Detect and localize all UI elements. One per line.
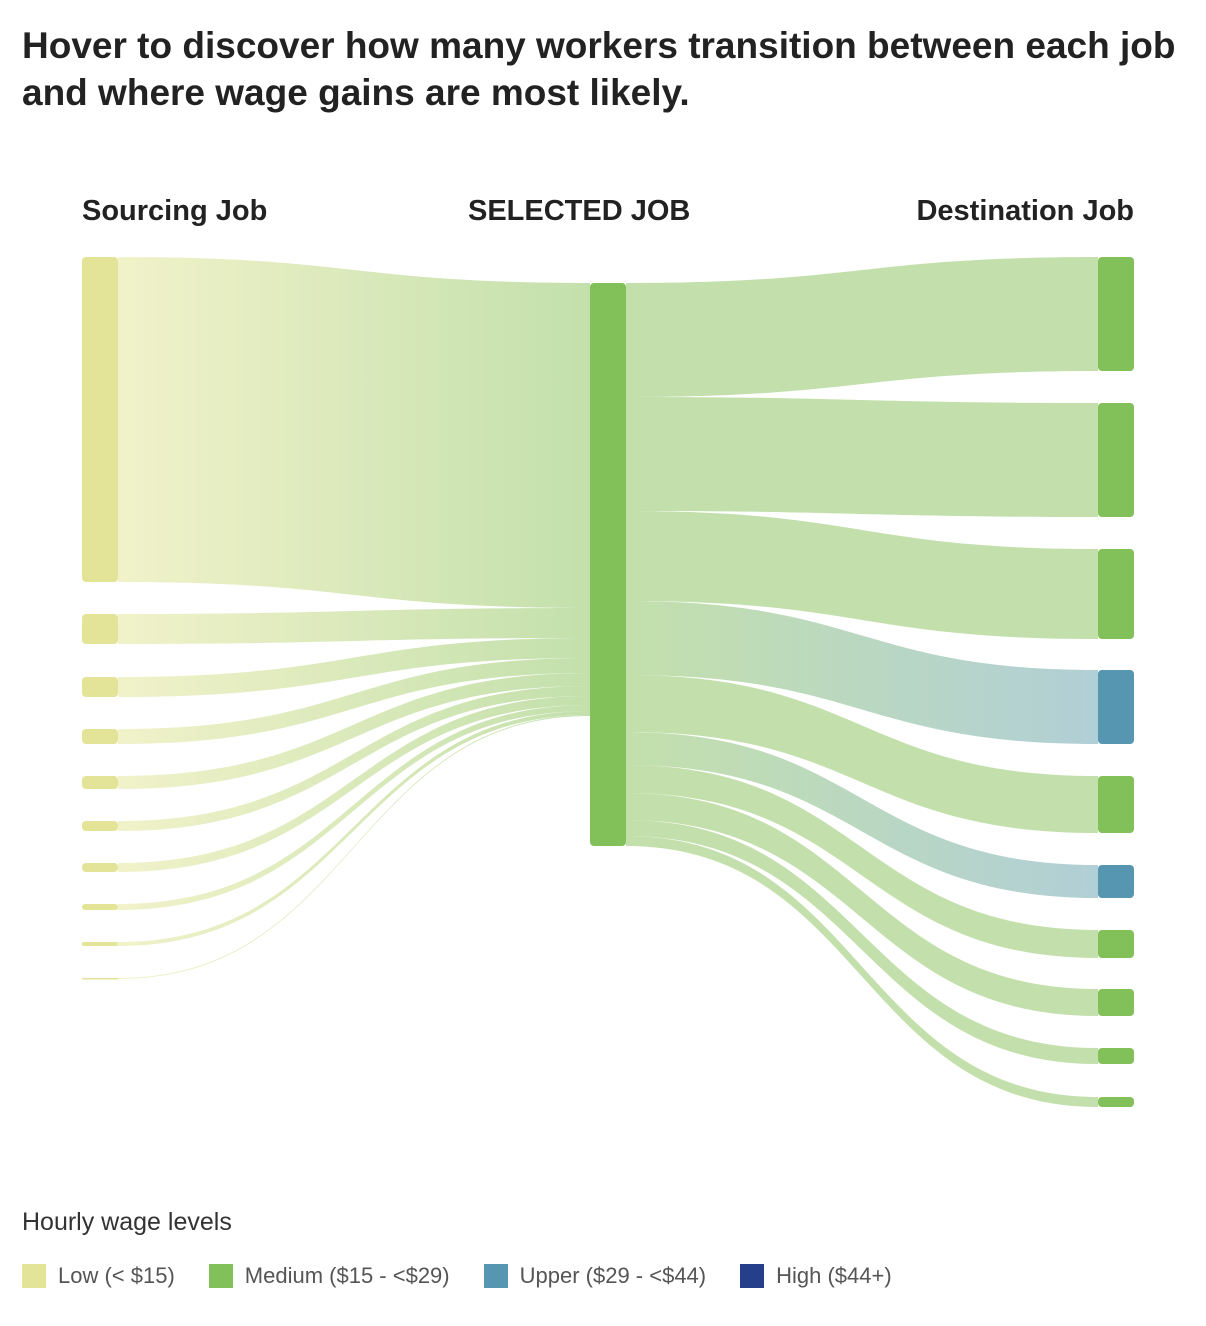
destination-node-6[interactable] — [1098, 865, 1134, 898]
source-link-10 — [118, 715, 590, 979]
destination-links — [626, 257, 1098, 1107]
nodes — [82, 257, 1134, 1107]
legend-swatch-low — [22, 1264, 46, 1288]
column-title-sourcing: Sourcing Job — [82, 195, 268, 227]
source-link-2 — [118, 608, 590, 644]
destination-node-5[interactable] — [1098, 776, 1134, 833]
source-node-7[interactable] — [82, 863, 118, 872]
destination-link-6 — [626, 732, 1098, 898]
destination-node-1[interactable] — [1098, 257, 1134, 371]
destination-link-10 — [626, 836, 1098, 1107]
destination-node-4[interactable] — [1098, 670, 1134, 744]
legend-item-low: Low (< $15) — [22, 1263, 175, 1289]
selected-node[interactable] — [590, 283, 626, 846]
source-node-10[interactable] — [82, 978, 118, 980]
legend-swatch-high — [740, 1264, 765, 1288]
destination-node-3[interactable] — [1098, 549, 1134, 639]
destination-link-5 — [626, 675, 1098, 833]
source-node-9[interactable] — [82, 942, 118, 946]
destination-link-7 — [626, 765, 1098, 958]
destination-node-2[interactable] — [1098, 403, 1134, 517]
destination-node-9[interactable] — [1098, 1048, 1134, 1064]
legend-item-medium: Medium ($15 - <$29) — [208, 1263, 450, 1289]
legend-item-upper: Upper ($29 - <$44) — [483, 1263, 707, 1289]
source-link-3 — [118, 638, 590, 697]
source-node-4[interactable] — [82, 729, 118, 744]
source-link-8 — [118, 705, 590, 910]
legend-title: Hourly wage levels — [22, 1208, 232, 1236]
source-link-9 — [118, 711, 590, 946]
source-link-7 — [118, 696, 590, 872]
source-link-5 — [118, 673, 590, 789]
source-node-5[interactable] — [82, 776, 118, 789]
legend-label-high: High ($44+) — [776, 1263, 892, 1288]
legend-label-low: Low (< $15) — [58, 1263, 175, 1288]
destination-node-7[interactable] — [1098, 930, 1134, 958]
destination-link-8 — [626, 793, 1098, 1016]
destination-link-3 — [626, 511, 1098, 639]
source-node-8[interactable] — [82, 904, 118, 910]
destination-link-2 — [626, 397, 1098, 517]
sankey-diagram — [82, 257, 1134, 1107]
destination-link-1 — [626, 257, 1098, 397]
legend-item-high: High ($44+) — [740, 1263, 892, 1289]
legend-items: Low (< $15) Medium ($15 - <$29) Upper ($… — [22, 1263, 892, 1289]
headline: Hover to discover how many workers trans… — [22, 25, 1176, 113]
destination-link-9 — [626, 820, 1098, 1064]
source-link-1 — [118, 257, 590, 608]
source-link-4 — [118, 658, 590, 744]
destination-node-10[interactable] — [1098, 1097, 1134, 1107]
column-title-selected: SELECTED JOB — [468, 195, 691, 227]
source-node-6[interactable] — [82, 821, 118, 831]
destination-link-4 — [626, 601, 1098, 744]
legend: Hourly wage levels Low (< $15) Medium ($… — [22, 1208, 892, 1289]
source-links — [118, 257, 590, 979]
column-title-destination: Destination Job — [916, 195, 1134, 227]
legend-label-medium: Medium ($15 - <$29) — [244, 1263, 450, 1288]
source-node-2[interactable] — [82, 614, 118, 644]
source-link-6 — [118, 686, 590, 831]
legend-swatch-medium — [208, 1264, 233, 1288]
source-node-3[interactable] — [82, 677, 118, 697]
destination-node-8[interactable] — [1098, 989, 1134, 1016]
legend-label-upper: Upper ($29 - <$44) — [519, 1263, 707, 1288]
legend-swatch-upper — [483, 1264, 508, 1288]
source-node-1[interactable] — [82, 257, 118, 582]
